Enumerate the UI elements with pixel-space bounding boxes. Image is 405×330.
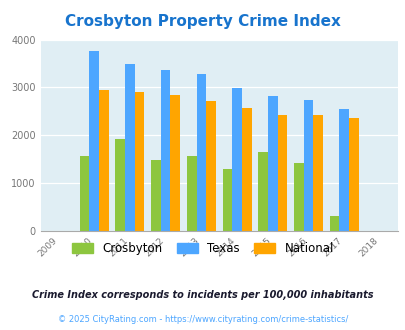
Bar [277,115,287,231]
Text: © 2025 CityRating.com - https://www.cityrating.com/crime-statistics/: © 2025 CityRating.com - https://www.city… [58,315,347,324]
Bar [89,50,99,231]
Bar [115,139,125,231]
Bar [293,163,303,231]
Bar [151,160,160,231]
Bar [348,118,358,231]
Bar [232,88,241,231]
Bar [313,115,322,231]
Bar [134,92,144,231]
Bar [186,156,196,231]
Bar [339,109,348,231]
Bar [222,169,232,231]
Bar [99,90,109,231]
Text: Crosbyton Property Crime Index: Crosbyton Property Crime Index [65,14,340,29]
Bar [125,64,134,231]
Bar [329,216,339,231]
Bar [267,96,277,231]
Bar [196,74,206,231]
Bar [258,151,267,231]
Text: Crime Index corresponds to incidents per 100,000 inhabitants: Crime Index corresponds to incidents per… [32,290,373,300]
Bar [303,100,313,231]
Bar [206,101,215,231]
Bar [170,95,180,231]
Legend: Crosbyton, Texas, National: Crosbyton, Texas, National [67,237,338,260]
Bar [160,70,170,231]
Bar [79,156,89,231]
Bar [241,108,251,231]
